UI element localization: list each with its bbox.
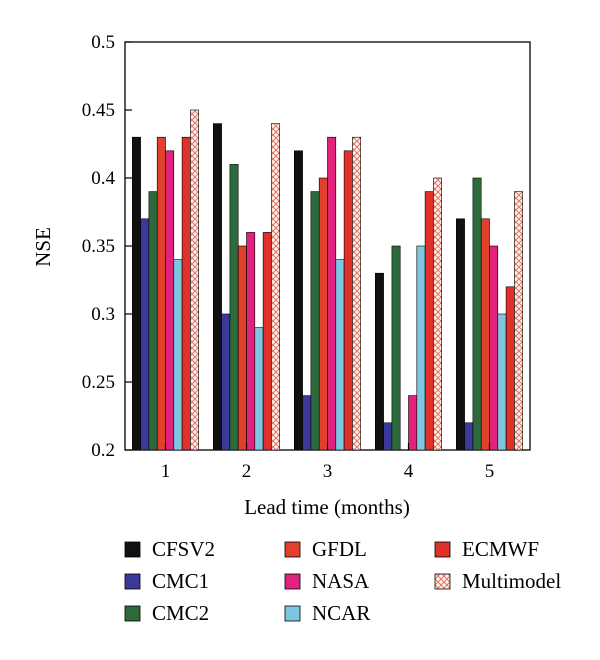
bar-ncar-5 — [497, 313, 507, 451]
bar-cfsv2-2 — [213, 123, 222, 451]
legend-swatch-gfdl — [284, 541, 301, 558]
legend-label-multimodel: Multimodel — [462, 569, 561, 593]
legend-swatch-cfsv2 — [124, 541, 141, 558]
y-tick-label: 0.4 — [91, 168, 115, 189]
bar-cmc2-4 — [391, 245, 401, 451]
legend-swatch-cmc2 — [124, 605, 141, 622]
bar-cfsv2-5 — [455, 218, 465, 451]
bar-cmc1-4 — [383, 422, 393, 451]
bar-nasa-3 — [327, 136, 337, 451]
bar-gfdl-2 — [237, 245, 247, 451]
bar-nasa-2 — [246, 232, 256, 451]
bar-ecmwf-4 — [424, 191, 434, 451]
bar-multimodel-5 — [514, 191, 524, 451]
y-tick-label: 0.45 — [82, 100, 115, 121]
bar-cfsv2-3 — [293, 150, 303, 451]
y-axis-label: NSE — [31, 227, 55, 267]
bar-ncar-1 — [173, 259, 183, 451]
bar-cmc1-3 — [302, 395, 312, 451]
x-tick-label: 1 — [161, 461, 171, 482]
legend-label-ecmwf: ECMWF — [462, 537, 539, 561]
legend-swatch-multimodel — [434, 573, 451, 590]
bar-gfdl-5 — [480, 218, 490, 451]
bar-ncar-2 — [254, 327, 264, 451]
legend-swatch-cmc1 — [124, 573, 141, 590]
bar-ecmwf-3 — [343, 150, 353, 451]
bar-cmc1-2 — [221, 313, 231, 451]
bars — [132, 109, 524, 451]
legend: CFSV2 CMC1 CMC2 GFDL NASA NCAR ECMWF Multimodel — [124, 537, 561, 625]
y-tick-label: 0.5 — [91, 32, 115, 53]
x-tick-label: 5 — [485, 461, 495, 482]
bar-nasa-5 — [489, 245, 499, 451]
bar-gfdl-3 — [318, 177, 328, 451]
legend-swatch-nasa — [284, 573, 301, 590]
legend-label-nasa: NASA — [312, 569, 370, 593]
axes: 0.2 0.25 0.3 0.35 0.4 0.45 0.5 1 2 3 4 5 — [82, 32, 495, 482]
bar-ncar-4 — [416, 245, 426, 451]
legend-label-gfdl: GFDL — [312, 537, 367, 561]
y-tick-label: 0.2 — [91, 440, 115, 461]
bar-multimodel-1 — [190, 109, 199, 451]
bar-gfdl-1 — [156, 136, 166, 451]
y-tick-label: 0.25 — [82, 372, 115, 393]
bar-multimodel-2 — [271, 123, 280, 451]
x-tick-label: 2 — [242, 461, 252, 482]
bar-cmc2-2 — [229, 164, 239, 451]
bar-nasa-4 — [408, 395, 418, 451]
legend-label-cmc1: CMC1 — [152, 569, 209, 593]
x-axis-label: Lead time (months) — [244, 495, 410, 519]
bar-multimodel-3 — [352, 136, 361, 451]
legend-label-ncar: NCAR — [312, 601, 370, 625]
bar-multimodel-4 — [433, 177, 442, 451]
bar-ecmwf-5 — [505, 286, 515, 451]
bar-ecmwf-2 — [262, 232, 272, 451]
x-tick-label: 4 — [404, 461, 414, 482]
legend-label-cfsv2: CFSV2 — [152, 537, 215, 561]
bar-cmc2-3 — [310, 191, 320, 451]
bar-ecmwf-1 — [181, 136, 191, 451]
bar-cmc1-1 — [140, 218, 150, 451]
bar-cmc2-5 — [472, 177, 482, 451]
bar-cfsv2-4 — [374, 272, 384, 451]
legend-label-cmc2: CMC2 — [152, 601, 209, 625]
y-tick-label: 0.3 — [91, 304, 115, 325]
bar-cmc1-5 — [464, 422, 474, 451]
legend-swatch-ncar — [284, 605, 301, 622]
bar-ncar-3 — [335, 259, 345, 451]
x-tick-label: 3 — [323, 461, 333, 482]
bar-cfsv2-1 — [132, 136, 141, 451]
bar-cmc2-1 — [148, 191, 158, 451]
legend-swatch-ecmwf — [434, 541, 451, 558]
y-tick-label: 0.35 — [82, 236, 115, 257]
bar-nasa-1 — [165, 150, 175, 451]
